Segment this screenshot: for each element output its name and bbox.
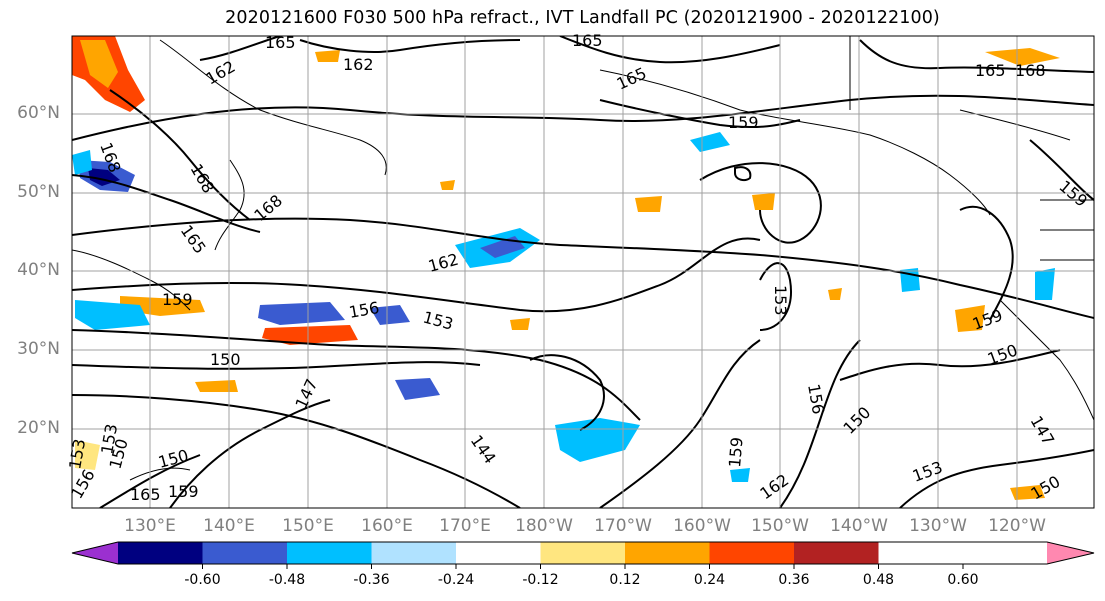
colorbar-segment bbox=[794, 542, 879, 564]
lat-label: 50°N bbox=[17, 182, 60, 202]
contour-label: 165 bbox=[130, 485, 161, 504]
contour-label: 165 bbox=[975, 61, 1006, 80]
lon-label: 160°W bbox=[673, 516, 731, 536]
colorbar-tick-label: 0.60 bbox=[947, 572, 979, 588]
colorbar-tick-label: -0.48 bbox=[268, 572, 306, 588]
contour-label: 162 bbox=[343, 55, 374, 74]
contour-label: 153 bbox=[771, 285, 790, 316]
graticule bbox=[72, 36, 1094, 508]
colorbar-tick-label: 0.24 bbox=[693, 572, 726, 588]
lon-label: 170°E bbox=[439, 516, 491, 536]
colorbar-segment bbox=[287, 542, 372, 564]
lon-label: 150°W bbox=[751, 516, 809, 536]
colorbar-segment bbox=[456, 542, 541, 564]
lat-label: 60°N bbox=[17, 103, 60, 123]
colorbar-tick-label: -0.60 bbox=[184, 572, 221, 588]
colorbar-tick-label: -0.36 bbox=[353, 572, 390, 588]
map-title: 2020121600 F030 500 hPa refract., IVT La… bbox=[225, 8, 940, 28]
map-frame bbox=[71, 35, 1095, 509]
colorbar-segment bbox=[371, 542, 456, 564]
lon-label: 150°E bbox=[282, 516, 334, 536]
colorbar-outline bbox=[71, 541, 1095, 565]
colorbar-segment bbox=[202, 542, 287, 564]
colorbar-segment bbox=[540, 542, 625, 564]
lon-label: 130°E bbox=[124, 516, 176, 536]
contour-label: 159 bbox=[728, 113, 759, 132]
lon-label: 120°W bbox=[988, 516, 1046, 536]
contour-label: 168 bbox=[1015, 61, 1046, 80]
contour-label: 159 bbox=[162, 290, 193, 309]
lat-label: 40°N bbox=[17, 260, 60, 280]
lon-label: 180°W bbox=[515, 516, 573, 536]
contour-label: 159 bbox=[725, 436, 747, 468]
colorbar-tick-label: -0.24 bbox=[437, 572, 475, 588]
contour-label: 165 bbox=[265, 33, 296, 52]
colorbar-segment bbox=[709, 542, 794, 564]
lon-label: 140°E bbox=[203, 516, 255, 536]
colorbar-tick-label: 0.12 bbox=[609, 572, 641, 588]
lon-label: 140°W bbox=[830, 516, 888, 536]
contour-label: 165 bbox=[572, 31, 603, 50]
contour-label: 150 bbox=[210, 350, 241, 369]
colorbar-tick-label: -0.12 bbox=[522, 572, 559, 588]
colorbar-extend-low bbox=[72, 542, 118, 564]
colorbar-ticks bbox=[202, 564, 964, 569]
colorbar-extend-high bbox=[1047, 542, 1094, 564]
lon-label: 160°E bbox=[361, 516, 413, 536]
colorbar-tick-label: 0.36 bbox=[778, 572, 810, 588]
lat-label: 20°N bbox=[17, 418, 60, 438]
colorbar-tick-label: 0.48 bbox=[862, 572, 895, 588]
lon-label: 130°W bbox=[909, 516, 967, 536]
contour-lines bbox=[72, 36, 1094, 508]
contour-label: 159 bbox=[168, 482, 199, 501]
colorbar-segment bbox=[118, 542, 203, 564]
lat-label: 30°N bbox=[17, 339, 60, 359]
lon-label: 170°W bbox=[594, 516, 652, 536]
colorbar-segment bbox=[625, 542, 710, 564]
colorbar bbox=[71, 541, 1095, 569]
